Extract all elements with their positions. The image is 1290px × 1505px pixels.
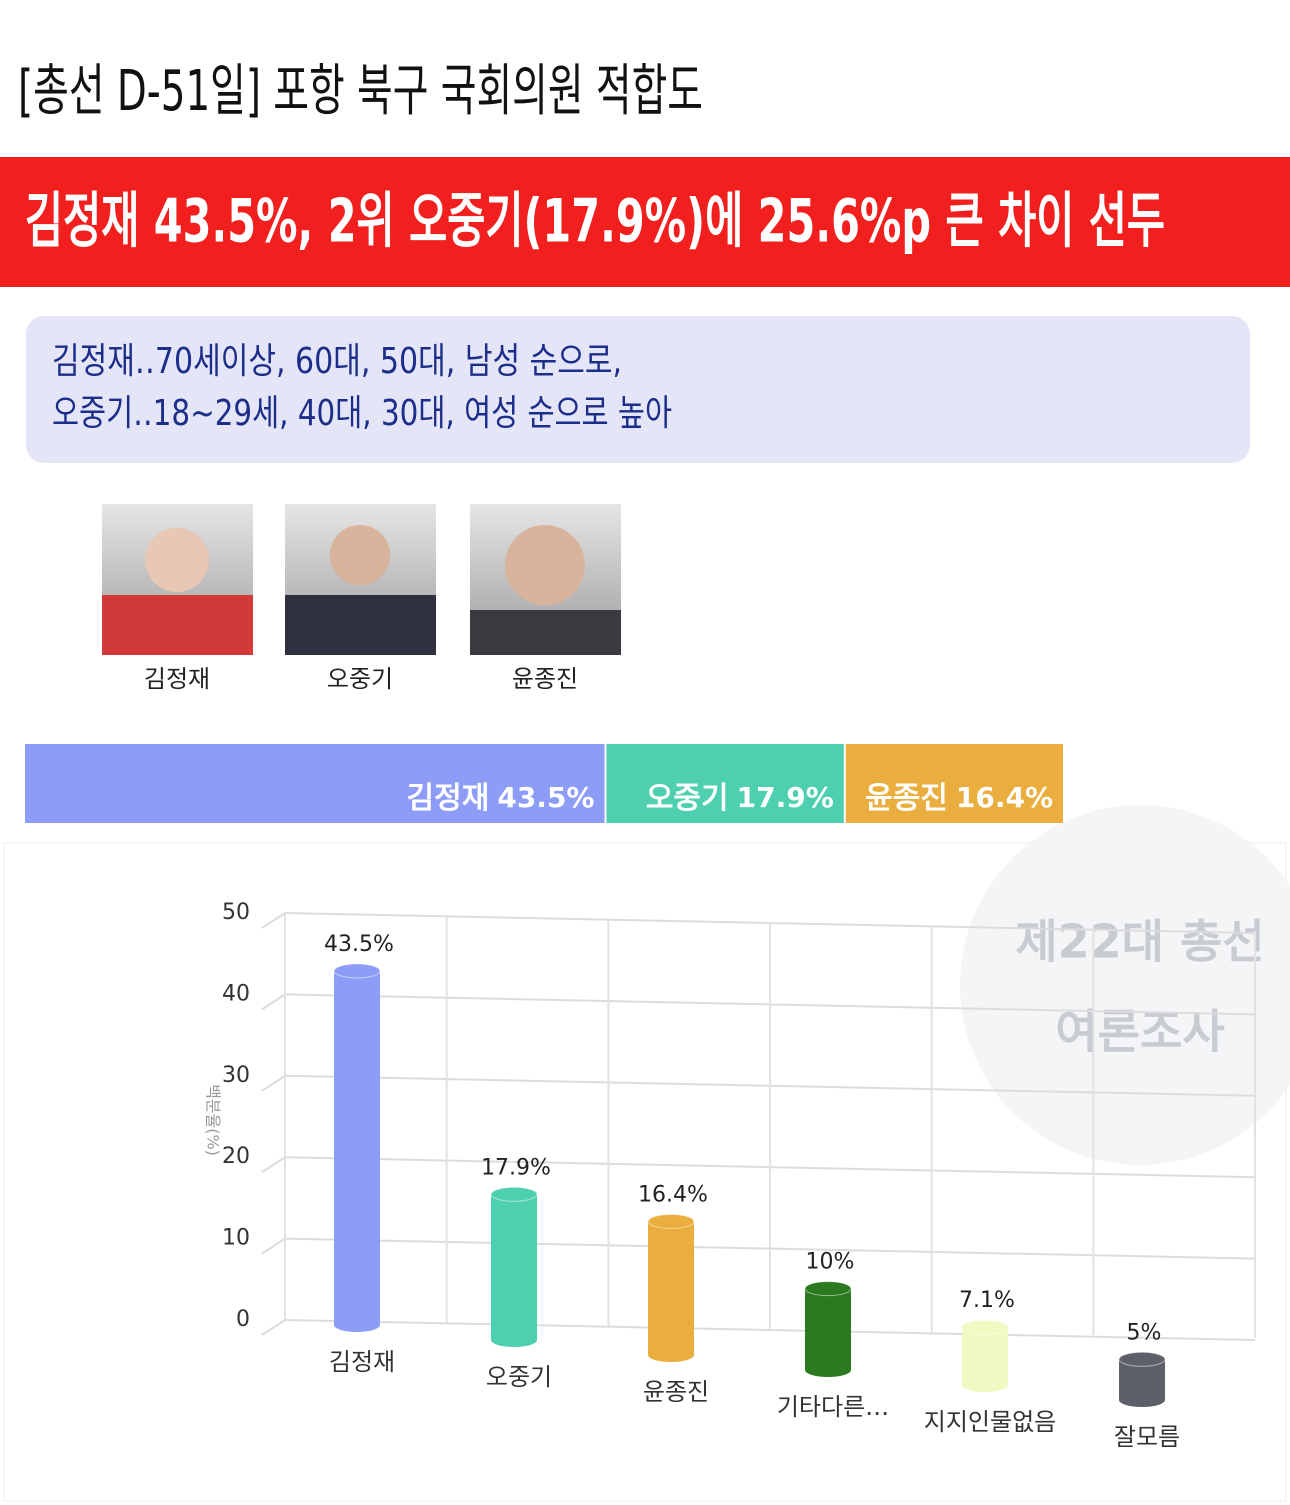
bar (805, 1288, 851, 1370)
chart: 0 10 20 30 40 50 43.5% 김정재 17.9% 오중기 16.4% 윤종진 10% 기타… (222, 900, 1256, 1451)
bar-cap (1118, 1351, 1166, 1367)
value-label: 16.4% (638, 1183, 708, 1208)
y-tick-label: 10 (222, 1226, 250, 1251)
stack-segment (25, 744, 605, 823)
grid-line (261, 1319, 286, 1336)
bar-base (962, 1378, 1008, 1392)
stack-value: 17.9% (737, 781, 834, 814)
photo (102, 595, 253, 655)
bar-cap (490, 1186, 538, 1202)
value-label: 43.5% (324, 932, 394, 957)
headline: 김정재 43.5%, 2위 오중기(17.9%)에 25.6%p 큰 차이 선두 (25, 187, 1165, 257)
value-label: 7.1% (959, 1288, 1015, 1313)
photo (285, 595, 436, 655)
bar-base (491, 1333, 537, 1347)
bar-cap (333, 963, 381, 979)
stack-label: 오중기 17.9% (646, 781, 834, 816)
headline-banner (0, 157, 1290, 287)
bar-cap (647, 1214, 695, 1230)
watermark: 제22대 총선 (1015, 915, 1264, 969)
photo (145, 528, 209, 592)
bar-base (1119, 1393, 1165, 1407)
stack-value: 16.4% (956, 781, 1053, 814)
bar-base (648, 1348, 694, 1362)
grid-line (261, 1156, 286, 1174)
photo (330, 525, 390, 585)
bar-base (805, 1363, 851, 1377)
x-tick-label: 지지인물없음 (924, 1408, 1056, 1436)
summary-line: 오중기‥18~29세, 40대, 30대, 여성 순으로 높아 (52, 393, 672, 434)
stack-name: 오중기 (646, 781, 729, 816)
value-label: 5% (1127, 1320, 1162, 1345)
bar-base (334, 1318, 380, 1332)
x-tick-label: 윤종진 (643, 1378, 709, 1406)
stack-label: 윤종진 16.4% (865, 781, 1053, 816)
bar-cap (804, 1281, 852, 1297)
grid-line (261, 1237, 286, 1255)
summary-line: 김정재‥70세이상, 60대, 50대, 남성 순으로, (52, 341, 622, 382)
photo (505, 525, 585, 605)
candidate-name: 윤종진 (512, 665, 578, 693)
y-tick-label: 20 (222, 1144, 250, 1169)
candidate-name: 김정재 (144, 665, 210, 693)
stack-segment (606, 744, 844, 823)
x-tick-label: 오중기 (486, 1363, 552, 1391)
x-tick-label: 기타다른… (777, 1393, 889, 1421)
y-tick-label: 30 (222, 1063, 250, 1088)
bar (962, 1327, 1008, 1385)
grid-line (261, 912, 286, 929)
value-label: 10% (806, 1250, 855, 1275)
photo (470, 610, 621, 655)
grid-line (261, 1074, 286, 1092)
stack-segment (845, 744, 1063, 823)
bar (648, 1221, 694, 1355)
x-tick-label: 잘모름 (1114, 1423, 1180, 1451)
y-tick-label: 0 (236, 1307, 250, 1332)
summary-box (26, 316, 1250, 463)
grid-line (284, 1319, 1256, 1341)
bar-cap (961, 1319, 1009, 1335)
page-title: [총선 D-51일] 포항 북구 국회의원 적합도 (18, 59, 703, 124)
stack-label: 김정재 43.5% (407, 781, 595, 816)
y-axis-label: 백분율(%) (204, 1084, 223, 1156)
stack-name: 윤종진 (865, 781, 948, 816)
grid-line (261, 993, 286, 1011)
x-tick-label: 김정재 (329, 1348, 395, 1376)
y-tick-label: 50 (222, 900, 250, 925)
y-tick-label: 40 (222, 981, 250, 1006)
stacked-bar: 김정재 43.5% 오중기 17.9% 윤종진 16.4% (25, 744, 1063, 823)
candidate-photos (102, 504, 621, 655)
stack-name: 김정재 (407, 781, 490, 816)
candidate-name: 오중기 (327, 665, 393, 693)
bar (491, 1194, 537, 1340)
watermark-circle (960, 805, 1290, 1165)
bar (334, 970, 380, 1325)
value-label: 17.9% (481, 1155, 551, 1180)
stack-value: 43.5% (497, 781, 594, 814)
